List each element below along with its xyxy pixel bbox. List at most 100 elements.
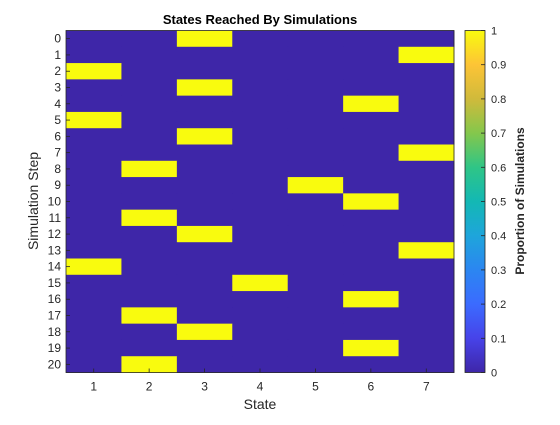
colorbar-tick-label: 0.4	[491, 231, 506, 243]
heatmap-cell	[398, 258, 455, 276]
heatmap-cell	[176, 356, 233, 373]
heatmap-cell	[176, 30, 233, 48]
heatmap-cell	[176, 193, 233, 211]
heatmap-cell	[176, 209, 233, 227]
heatmap-cell	[287, 258, 344, 276]
heatmap-cell	[232, 323, 289, 341]
y-axis-label: Simulation Step	[25, 152, 41, 250]
heatmap-cell	[232, 177, 289, 194]
heatmap-cell	[343, 323, 399, 341]
y-tick-label: 3	[54, 81, 61, 95]
heatmap-cell	[287, 356, 344, 373]
heatmap-cell	[343, 356, 399, 373]
heatmap-cell	[232, 258, 289, 276]
heatmap-cell	[66, 111, 122, 129]
heatmap-cell	[398, 225, 455, 243]
heatmap-cell	[121, 144, 178, 162]
heatmap-cell	[232, 46, 289, 64]
x-tick-label: 2	[146, 380, 153, 394]
heatmap-cell	[398, 79, 455, 97]
heatmap-cell	[287, 63, 344, 80]
heatmap-cell	[287, 46, 344, 64]
heatmap-cell	[398, 193, 455, 211]
heatmap-cell	[176, 160, 233, 178]
heatmap-cell	[176, 339, 233, 357]
y-tick-label: 10	[48, 195, 62, 209]
x-tick-label: 5	[312, 380, 319, 394]
y-tick-label: 8	[54, 162, 61, 176]
heatmap-cell	[121, 160, 178, 178]
heatmap-cell	[176, 79, 233, 97]
heatmap-cell	[287, 339, 344, 357]
y-tick-label: 5	[54, 113, 61, 127]
heatmap-cell	[287, 111, 344, 129]
heatmap-cell	[287, 95, 344, 113]
heatmap-cell	[66, 63, 122, 80]
heatmap-cell	[398, 356, 455, 373]
colorbar-tick-label: 0.2	[491, 299, 506, 311]
heatmap-cell	[121, 356, 178, 373]
heatmap-cell	[343, 339, 399, 357]
heatmap-cell	[343, 193, 399, 211]
heatmap-cell	[398, 291, 455, 308]
heatmap-cell	[232, 160, 289, 178]
heatmap-cell	[398, 242, 455, 259]
heatmap-cell	[343, 30, 399, 48]
heatmap-cell	[66, 339, 122, 357]
heatmap-cell	[176, 258, 233, 276]
x-tick-label: 4	[257, 380, 264, 394]
heatmap-cell	[121, 323, 178, 341]
chart-title: States Reached By Simulations	[163, 12, 357, 27]
heatmap-cell	[232, 242, 289, 259]
heatmap-cell	[121, 307, 178, 325]
heatmap-cell	[398, 30, 455, 48]
heatmap-cell	[287, 291, 344, 308]
colorbar-tick-label: 0.7	[491, 128, 506, 140]
heatmap-cell	[121, 242, 178, 259]
colorbar-tick-label: 0.8	[491, 94, 506, 106]
heatmap-cell	[343, 209, 399, 227]
heatmap-cell	[176, 95, 233, 113]
heatmap-cell	[287, 160, 344, 178]
heatmap-cell	[343, 258, 399, 276]
heatmap-cell	[66, 128, 122, 145]
heatmap-cell	[176, 323, 233, 341]
heatmap-cell	[66, 95, 122, 113]
heatmap-cell	[232, 95, 289, 113]
heatmap-cell	[232, 356, 289, 373]
heatmap-cell	[343, 160, 399, 178]
heatmap-cell	[398, 274, 455, 292]
heatmap-cell	[66, 209, 122, 227]
heatmap-cell	[232, 63, 289, 80]
heatmap-cell	[398, 177, 455, 194]
heatmap-cell	[66, 177, 122, 194]
heatmap-cell	[287, 209, 344, 227]
heatmap-cell	[66, 307, 122, 325]
heatmap-cell	[66, 144, 122, 162]
y-tick-label: 7	[54, 146, 61, 160]
heatmap-cell	[343, 307, 399, 325]
colorbar-tick-label: 0.3	[491, 265, 506, 277]
heatmap-cell	[343, 291, 399, 308]
heatmap-cell	[66, 356, 122, 373]
y-tick-label: 17	[48, 309, 62, 323]
heatmap-cell	[287, 144, 344, 162]
heatmap-cell	[287, 128, 344, 145]
colorbar-tick-label: 1	[491, 26, 497, 38]
colorbar-tick-label: 0.5	[491, 197, 506, 209]
heatmap-cell	[343, 144, 399, 162]
heatmap-cell	[398, 209, 455, 227]
heatmap-cell	[398, 307, 455, 325]
heatmap-cell	[176, 274, 233, 292]
heatmap-cell	[232, 144, 289, 162]
heatmap-cell	[232, 339, 289, 357]
heatmap-cell	[232, 193, 289, 211]
y-tick-label: 12	[48, 227, 62, 241]
colorbar-tick-label: 0.6	[491, 162, 506, 174]
heatmap-cell	[121, 291, 178, 308]
heatmap-cell	[121, 79, 178, 97]
colorbar-ticks: 0 0.1 0.2 0.3 0.4 0.5 0.6 0.7 0.8 0.9 1	[481, 26, 506, 380]
heatmap-cell	[176, 177, 233, 194]
x-axis-label: State	[244, 396, 277, 412]
heatmap-cell	[66, 274, 122, 292]
